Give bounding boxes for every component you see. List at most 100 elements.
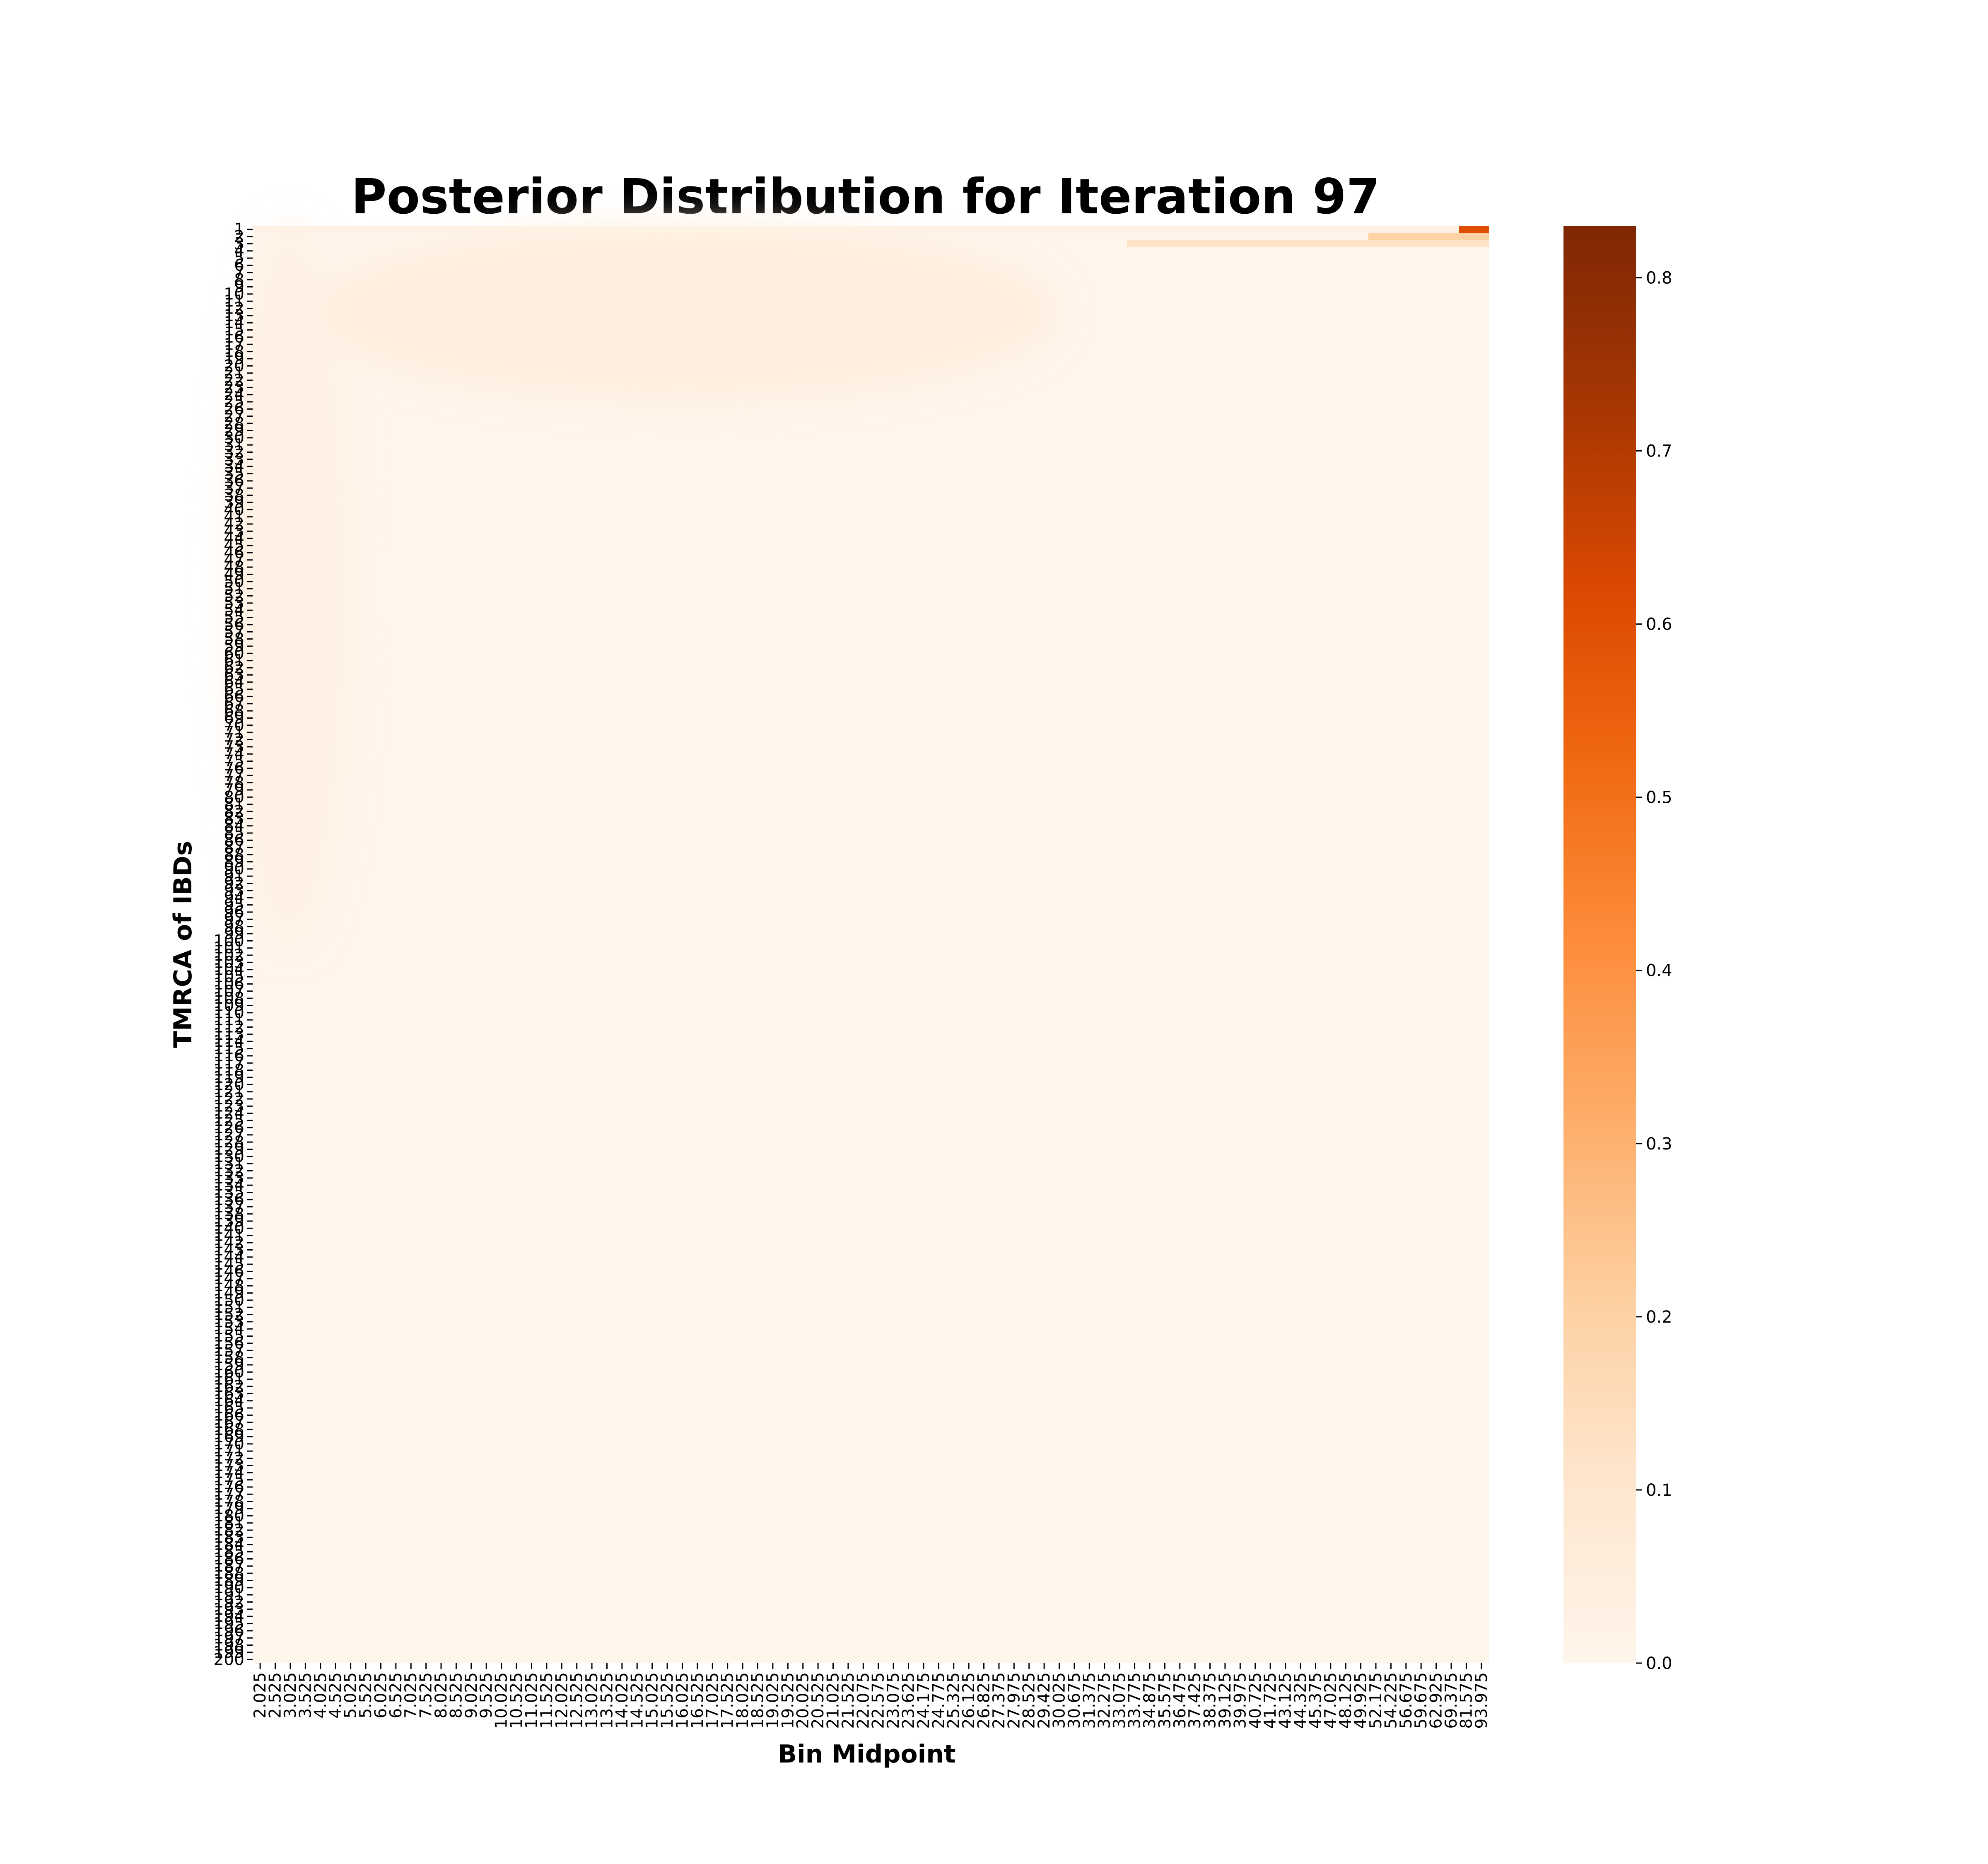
y-tick-label: 147	[214, 1270, 244, 1288]
x-tick-label: 29.425	[1035, 1672, 1054, 1729]
x-tick-label: 30.675	[1065, 1672, 1084, 1729]
y-tick-label: 56	[224, 616, 244, 634]
y-tick-label: 160	[214, 1363, 244, 1381]
y-tick-label: 93	[224, 881, 244, 900]
y-tick-label: 67	[224, 695, 244, 713]
y-tick-label: 190	[214, 1579, 244, 1597]
colorbar-tick-label: 0.6	[1646, 615, 1672, 634]
x-tick-label: 3.525	[296, 1672, 315, 1719]
y-tick-label: 37	[224, 479, 244, 497]
y-tick-label: 191	[214, 1586, 244, 1604]
y-tick-label: 84	[224, 817, 244, 835]
x-tick-label: 31.375	[1080, 1672, 1099, 1729]
y-tick-label: 34	[224, 457, 244, 476]
y-tick-label: 1	[234, 220, 244, 239]
y-tick-label: 68	[224, 702, 244, 720]
y-tick-label: 139	[214, 1212, 244, 1231]
x-tick-label: 43.125	[1276, 1672, 1295, 1729]
y-tick-label: 165	[214, 1399, 244, 1417]
y-tick-label: 90	[224, 860, 244, 879]
x-tick-label: 32.275	[1095, 1672, 1114, 1729]
y-tick-label: 142	[214, 1234, 244, 1252]
y-tick-label: 33	[224, 450, 244, 469]
y-tick-label: 75	[224, 752, 244, 771]
y-tick-label: 83	[224, 809, 244, 828]
heatmap-cell	[1127, 240, 1489, 248]
diffuse-ellipse	[228, 226, 352, 944]
x-tick-label: 44.325	[1291, 1672, 1310, 1729]
y-tick-label: 69	[224, 709, 244, 727]
y-tick-label: 188	[214, 1564, 244, 1583]
y-tick-label: 96	[224, 903, 244, 922]
y-tick-label: 159	[214, 1356, 244, 1374]
x-tick-label: 17.025	[703, 1672, 722, 1729]
y-tick-label: 149	[214, 1284, 244, 1302]
heatmap-cell	[1459, 226, 1489, 233]
y-tick-label: 24	[224, 386, 244, 404]
x-tick-label: 11.525	[538, 1672, 556, 1729]
y-tick-label: 173	[214, 1456, 244, 1475]
colorbar-tick-label: 0.4	[1646, 961, 1672, 980]
colorbar-tick-label: 0.7	[1646, 442, 1672, 461]
y-tick-label: 145	[214, 1255, 244, 1274]
x-tick-label: 37.425	[1186, 1672, 1204, 1729]
y-tick-label: 164	[214, 1392, 244, 1410]
x-tick-label: 40.725	[1246, 1672, 1265, 1729]
x-tick-label: 16.025	[673, 1672, 692, 1729]
x-tick-label: 18.025	[733, 1672, 752, 1729]
y-tick-label: 3	[234, 234, 244, 253]
y-tick-label: 112	[214, 1018, 244, 1037]
y-tick-label: 175	[214, 1471, 244, 1490]
y-tick-label: 155	[214, 1327, 244, 1346]
y-tick-label: 131	[214, 1154, 244, 1173]
x-tick-label: 25.325	[945, 1672, 963, 1729]
x-tick-label: 3.025	[281, 1672, 300, 1719]
y-tick-label: 26	[224, 400, 244, 418]
y-tick-label: 79	[224, 781, 244, 799]
colorbar: 0.0 0.1 0.2 0.3 0.4 0.5 0.6 0.7 0.8	[1563, 226, 1672, 1673]
y-tick-label: 87	[224, 838, 244, 857]
chart-title: Posterior Distribution for Iteration 97	[351, 168, 1380, 225]
y-tick-label: 18	[224, 343, 244, 361]
y-tick-label: 166	[214, 1406, 244, 1425]
heatmap-cell	[1368, 233, 1489, 240]
x-tick-label: 8.025	[432, 1672, 451, 1719]
y-tick-label: 100	[214, 932, 244, 950]
y-tick-label: 171	[214, 1442, 244, 1461]
y-tick-label: 106	[214, 975, 244, 993]
y-tick-label: 86	[224, 831, 244, 850]
y-tick-label: 179	[214, 1499, 244, 1518]
y-tick-label: 138	[214, 1205, 244, 1224]
y-tick-label: 50	[224, 572, 244, 591]
x-tick-label: 8.525	[447, 1672, 466, 1719]
colorbar-tick-label: 0.0	[1646, 1654, 1672, 1673]
y-tick-label: 169	[214, 1427, 244, 1446]
y-tick-label: 123	[214, 1097, 244, 1116]
y-tick-label: 81	[224, 795, 244, 814]
y-tick-label: 71	[224, 723, 244, 742]
y-tick-label: 108	[214, 989, 244, 1008]
y-tick-label: 16	[224, 328, 244, 347]
x-tick-label: 45.375	[1306, 1672, 1325, 1729]
y-tick-label: 115	[214, 1040, 244, 1058]
y-tick-label: 52	[224, 587, 244, 606]
y-tick-label: 47	[224, 551, 244, 570]
x-tick-label: 13.025	[583, 1672, 601, 1729]
x-tick-label: 33.075	[1110, 1672, 1129, 1729]
y-tick-label: 105	[214, 968, 244, 986]
x-tick-label: 6.525	[387, 1672, 405, 1719]
x-tick-label: 19.525	[779, 1672, 797, 1729]
y-tick-label: 102	[214, 946, 244, 965]
y-tick-label: 4	[234, 242, 244, 261]
y-axis-ticks: 1234567891011121314151617181920212223242…	[214, 220, 253, 1669]
y-tick-label: 127	[214, 1126, 244, 1144]
y-tick-label: 22	[224, 371, 244, 390]
y-tick-label: 104	[214, 961, 244, 979]
y-tick-label: 174	[214, 1463, 244, 1482]
y-tick-label: 60	[224, 644, 244, 663]
x-tick-label: 54.225	[1382, 1672, 1400, 1729]
y-tick-label: 178	[214, 1492, 244, 1511]
x-tick-label: 15.525	[658, 1672, 677, 1729]
x-tick-label: 4.025	[311, 1672, 330, 1719]
x-tick-label: 33.775	[1126, 1672, 1144, 1729]
